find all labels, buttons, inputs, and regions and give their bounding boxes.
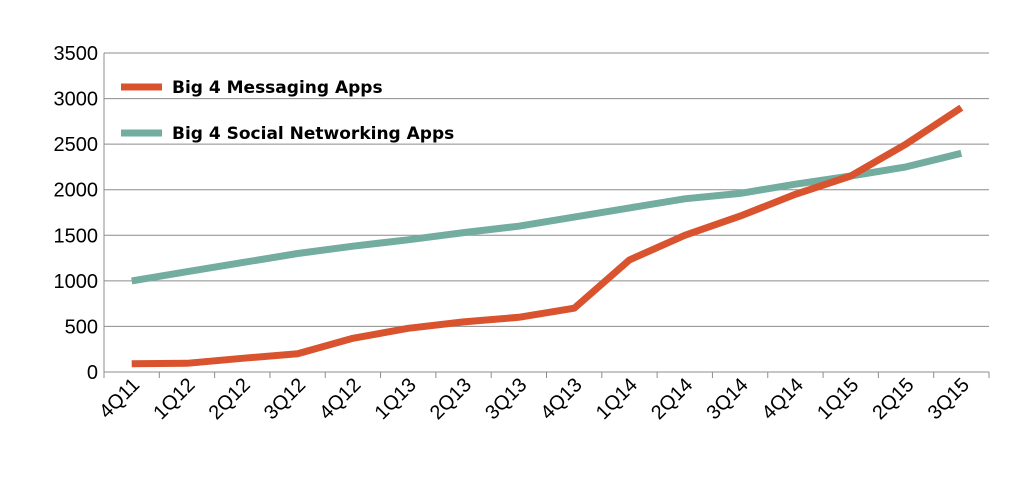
series-line-1 bbox=[131, 149, 963, 285]
series-1-point bbox=[517, 225, 520, 228]
series-1-point bbox=[794, 183, 797, 186]
series-1-point bbox=[573, 216, 576, 219]
x-tick-label: 2Q12 bbox=[205, 374, 255, 424]
series-1-point bbox=[407, 238, 410, 241]
y-tick-label: 0 bbox=[87, 362, 98, 384]
series-0-point bbox=[517, 316, 520, 319]
series-0-point bbox=[739, 215, 742, 218]
series-1-point bbox=[905, 165, 908, 168]
series-1-point bbox=[628, 206, 631, 209]
legend-label: Big 4 Social Networking Apps bbox=[172, 124, 454, 144]
x-tick-label: 4Q12 bbox=[315, 374, 365, 424]
y-tick-label: 500 bbox=[65, 316, 98, 338]
y-tick-label: 3500 bbox=[54, 43, 99, 65]
series-1-point bbox=[185, 270, 188, 273]
x-tick-label: 2Q15 bbox=[868, 374, 918, 424]
y-tick-label: 3000 bbox=[54, 89, 99, 111]
series-1-point bbox=[462, 231, 465, 234]
series-1-point bbox=[241, 261, 244, 264]
series-0-point bbox=[462, 320, 465, 323]
series-0-point bbox=[241, 357, 244, 360]
series-0-point bbox=[628, 258, 631, 261]
legend-label: Big 4 Messaging Apps bbox=[172, 78, 383, 98]
x-tick-label: 4Q13 bbox=[537, 374, 587, 424]
axes: 0 500 1000 1500 2000 2500 3000 3500 4Q11 1Q12 2Q12… bbox=[54, 43, 990, 424]
x-tick-label: 4Q11 bbox=[95, 374, 144, 423]
x-tick-label: 3Q15 bbox=[924, 374, 974, 424]
x-tick-label: 4Q14 bbox=[758, 374, 808, 424]
x-tick-label: 3Q14 bbox=[702, 374, 752, 424]
y-tick-label: 1000 bbox=[54, 271, 99, 293]
x-tick-label: 1Q12 bbox=[149, 374, 199, 424]
series-0-point bbox=[905, 143, 908, 146]
series-0-point bbox=[683, 234, 686, 237]
x-tick-label: 3Q12 bbox=[260, 374, 310, 424]
series-0-point bbox=[407, 327, 410, 330]
y-tick-label: 1500 bbox=[54, 225, 99, 247]
series-0-point bbox=[794, 193, 797, 196]
x-tick-label: 2Q14 bbox=[647, 374, 697, 424]
y-tick-label: 2000 bbox=[54, 180, 99, 202]
series-0-point bbox=[351, 337, 354, 340]
series-1-point bbox=[351, 245, 354, 248]
series-0-point bbox=[185, 362, 188, 365]
series-1-point bbox=[683, 197, 686, 200]
legend: Big 4 Messaging Apps Big 4 Social Network… bbox=[121, 78, 454, 144]
series-lines bbox=[130, 104, 964, 368]
series-0-point bbox=[849, 175, 852, 178]
series-1-point bbox=[130, 279, 133, 282]
y-tick-label: 2500 bbox=[54, 134, 99, 156]
series-line-0 bbox=[131, 104, 964, 368]
x-tick-label: 3Q13 bbox=[481, 374, 531, 424]
x-tick-label: 1Q15 bbox=[813, 374, 863, 424]
series-1-point bbox=[739, 192, 742, 195]
series-1-point bbox=[960, 152, 963, 155]
x-tick-label: 1Q13 bbox=[371, 374, 421, 424]
x-tick-label: 2Q13 bbox=[426, 374, 476, 424]
x-tick-label: 1Q14 bbox=[592, 374, 642, 424]
series-0-point bbox=[960, 106, 963, 109]
series-1-point bbox=[296, 252, 299, 255]
series-0-point bbox=[296, 352, 299, 355]
series-0-point bbox=[573, 307, 576, 310]
series-0-point bbox=[130, 362, 133, 365]
gridlines bbox=[104, 52, 989, 327]
